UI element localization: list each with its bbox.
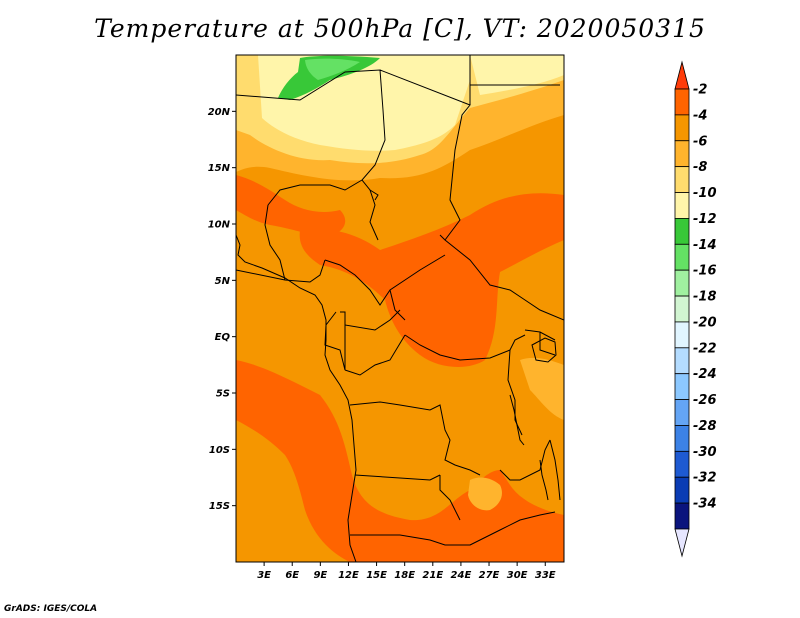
lon-tick-label: 24E [451, 570, 472, 581]
lon-tick-label: 12E [338, 570, 359, 581]
colorbar-label: -26 [693, 393, 717, 408]
grads-credit: GrADS: IGES/COLA [4, 604, 98, 614]
colorbar: -2 -4 -6 -8 -10 -12 -14 -16 -18 -20 -22 -24 -26 -28 -3… [674, 60, 717, 558]
lat-tick-label: 20N [208, 107, 231, 118]
colorbar-segment [674, 450, 690, 478]
lon-tick-label: 6E [285, 570, 299, 581]
colorbar-label: -30 [693, 445, 717, 460]
colorbar-segment [674, 295, 690, 323]
lat-tick-label: 15S [209, 501, 230, 512]
map-title: Temperature at 500hPa [C], VT: 202005031… [94, 14, 706, 43]
colorbar-segment [674, 243, 690, 271]
colorbar-segment [674, 269, 690, 297]
colorbar-label: -2 [693, 83, 707, 98]
colorbar-segment [674, 425, 690, 452]
field-warm-sw [236, 360, 564, 562]
lon-tick-label: 21E [422, 570, 443, 581]
field-warm-se-light [520, 357, 564, 420]
field-warm-sw-inner [236, 420, 350, 562]
colorbar-label: -34 [693, 497, 717, 512]
lake-chad [369, 189, 379, 201]
lon-tick-label: 9E [313, 570, 327, 581]
latitude-axis: 20N 15N 10N 5N EQ 5S 10S 15S [208, 107, 236, 512]
lake-victoria [531, 337, 557, 363]
field-warm-central [299, 193, 564, 367]
country-borders [236, 55, 564, 562]
coastline [236, 234, 357, 562]
field-warm-west-patches [236, 175, 346, 236]
colorbar-segment [674, 192, 690, 219]
colorbar-label: -12 [693, 212, 717, 227]
lake-malawi [539, 459, 549, 501]
colorbar-bottom-triangle [674, 528, 690, 558]
colorbar-segment [674, 347, 690, 375]
border-lines [236, 55, 564, 546]
temperature-field [236, 55, 564, 562]
colorbar-label: -32 [693, 471, 717, 486]
lon-tick-label: 3E [257, 570, 271, 581]
colorbar-segment [674, 476, 690, 504]
colorbar-label: -28 [693, 419, 717, 434]
lon-tick-label: 18E [394, 570, 415, 581]
colorbar-segment [674, 502, 690, 530]
colorbar-segment [674, 140, 690, 168]
colorbar-segment [674, 321, 690, 349]
colorbar-label: -16 [693, 264, 717, 279]
lon-tick-label: 27E [479, 570, 500, 581]
lat-tick-label: 10N [208, 220, 231, 231]
field-warm-south-light [468, 477, 502, 511]
field-cold-patch-green-light [305, 58, 360, 80]
colorbar-segment [674, 399, 690, 426]
colorbar-label: -14 [693, 238, 717, 253]
colorbar-label: -18 [693, 290, 717, 305]
lon-tick-label: 15E [366, 570, 387, 581]
colorbar-segment [674, 166, 690, 193]
colorbar-segment [674, 373, 690, 400]
lake-tanganyika [509, 394, 525, 446]
colorbar-label: -8 [693, 160, 707, 175]
colorbar-label: -24 [693, 367, 717, 382]
map-frame [235, 54, 565, 563]
lat-tick-label: EQ [215, 332, 231, 343]
colorbar-label: -20 [693, 315, 717, 330]
lon-tick-label: 30E [507, 570, 528, 581]
colorbar-label: -6 [693, 134, 707, 149]
colorbar-segment [674, 114, 690, 142]
colorbar-label: -4 [693, 108, 707, 123]
lat-tick-label: 15N [208, 163, 231, 174]
lon-tick-label: 33E [535, 570, 556, 581]
colorbar-label: -22 [693, 341, 717, 356]
colorbar-segment [674, 218, 690, 245]
longitude-axis: 3E 6E 9E 12E 15E 18E 21E 24E 27E 30E 33E [257, 562, 556, 581]
colorbar-segment [674, 88, 690, 116]
colorbar-top-triangle [674, 60, 690, 90]
lat-tick-label: 5S [216, 389, 230, 400]
field-cold-patch-green [278, 55, 380, 100]
lat-tick-label: 10S [209, 445, 230, 456]
lat-tick-label: 5N [215, 276, 231, 287]
colorbar-label: -10 [693, 186, 717, 201]
